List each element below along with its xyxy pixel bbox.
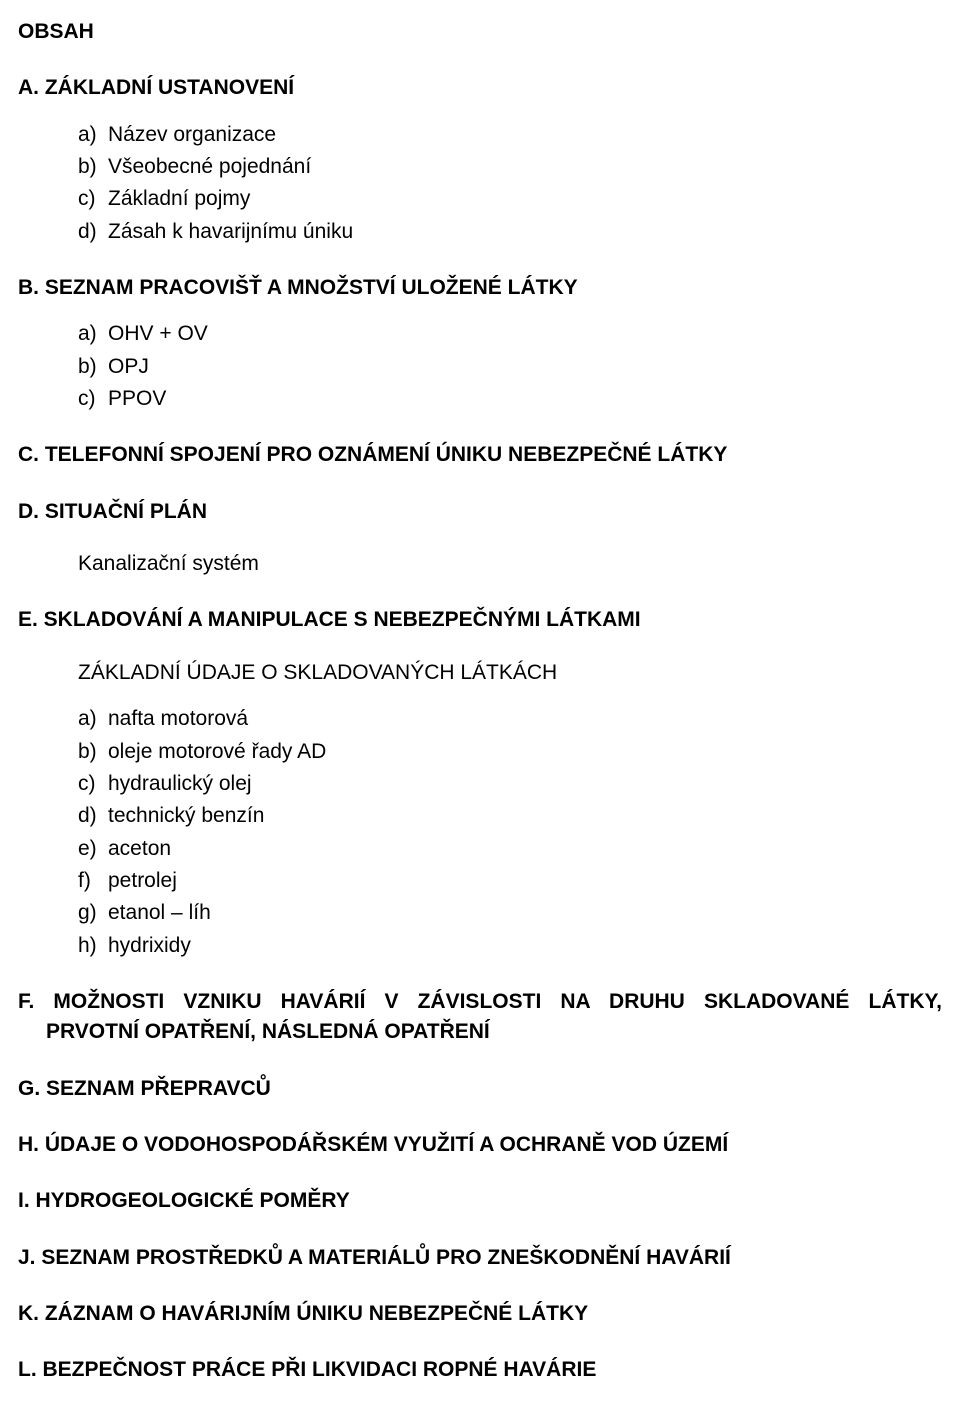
section-e-heading: E. SKLADOVÁNÍ A MANIPULACE S NEBEZPEČNÝM… <box>18 606 942 634</box>
section-e-list: a)nafta motorová b)oleje motorové řady A… <box>78 705 942 960</box>
item-text: PPOV <box>108 387 166 410</box>
item-text: etanol – líh <box>108 901 211 924</box>
marker: g) <box>78 899 108 927</box>
section-d-sub: Kanalizační systém <box>78 550 942 578</box>
page-title: OBSAH <box>18 18 942 46</box>
marker: e) <box>78 835 108 863</box>
section-l-heading: L. BEZPEČNOST PRÁCE PŘI LIKVIDACI ROPNÉ … <box>18 1356 942 1384</box>
section-f-line2: PRVOTNÍ OPATŘENÍ, NÁSLEDNÁ OPATŘENÍ <box>46 1018 942 1046</box>
marker: b) <box>78 738 108 766</box>
item-text: Základní pojmy <box>108 187 250 210</box>
marker: h) <box>78 932 108 960</box>
marker: a) <box>78 121 108 149</box>
section-a-heading: A. ZÁKLADNÍ USTANOVENÍ <box>18 74 942 102</box>
section-j-heading: J. SEZNAM PROSTŘEDKŮ A MATERIÁLŮ PRO ZNE… <box>18 1244 942 1272</box>
list-item: h)hydrixidy <box>78 932 942 960</box>
section-d-heading: D. SITUAČNÍ PLÁN <box>18 498 942 526</box>
item-text: OHV + OV <box>108 322 208 345</box>
item-text: hydrixidy <box>108 934 191 957</box>
item-text: oleje motorové řady AD <box>108 740 326 763</box>
marker: b) <box>78 153 108 181</box>
item-text: hydraulický olej <box>108 772 252 795</box>
section-g-heading: G. SEZNAM PŘEPRAVCŮ <box>18 1075 942 1103</box>
list-item: d)Zásah k havarijnímu úniku <box>78 218 942 246</box>
list-item: a)nafta motorová <box>78 705 942 733</box>
section-b-list: a)OHV + OV b)OPJ c)PPOV <box>78 320 942 413</box>
item-text: aceton <box>108 837 171 860</box>
list-item: a)Název organizace <box>78 121 942 149</box>
item-text: Název organizace <box>108 123 276 146</box>
list-item: e)aceton <box>78 835 942 863</box>
section-a-list: a)Název organizace b)Všeobecné pojednání… <box>78 121 942 246</box>
marker: b) <box>78 353 108 381</box>
list-item: b)oleje motorové řady AD <box>78 738 942 766</box>
section-c-heading: C. TELEFONNÍ SPOJENÍ PRO OZNÁMENÍ ÚNIKU … <box>18 441 942 469</box>
marker: c) <box>78 770 108 798</box>
marker: a) <box>78 320 108 348</box>
marker: f) <box>78 867 108 895</box>
item-text: Zásah k havarijnímu úniku <box>108 220 353 243</box>
marker: a) <box>78 705 108 733</box>
list-item: b)OPJ <box>78 353 942 381</box>
item-text: Všeobecné pojednání <box>108 155 311 178</box>
item-text: OPJ <box>108 355 149 378</box>
marker: c) <box>78 385 108 413</box>
list-item: g)etanol – líh <box>78 899 942 927</box>
section-h-heading: H. ÚDAJE O VODOHOSPODÁŘSKÉM VYUŽITÍ A OC… <box>18 1131 942 1159</box>
section-i-heading: I. HYDROGEOLOGICKÉ POMĚRY <box>18 1187 942 1215</box>
section-e-sub: ZÁKLADNÍ ÚDAJE O SKLADOVANÝCH LÁTKÁCH <box>78 659 942 687</box>
marker: d) <box>78 218 108 246</box>
item-text: petrolej <box>108 869 177 892</box>
item-text: technický benzín <box>108 804 264 827</box>
list-item: b)Všeobecné pojednání <box>78 153 942 181</box>
section-f-line1: F. MOŽNOSTI VZNIKU HAVÁRIÍ V ZÁVISLOSTI … <box>18 988 942 1016</box>
item-text: nafta motorová <box>108 707 248 730</box>
list-item: a)OHV + OV <box>78 320 942 348</box>
list-item: f)petrolej <box>78 867 942 895</box>
marker: d) <box>78 802 108 830</box>
list-item: c)PPOV <box>78 385 942 413</box>
section-b-heading: B. SEZNAM PRACOVIŠŤ A MNOŽSTVÍ ULOŽENÉ L… <box>18 274 942 302</box>
marker: c) <box>78 185 108 213</box>
list-item: c)Základní pojmy <box>78 185 942 213</box>
section-k-heading: K. ZÁZNAM O HAVÁRIJNÍM ÚNIKU NEBEZPEČNÉ … <box>18 1300 942 1328</box>
list-item: c)hydraulický olej <box>78 770 942 798</box>
list-item: d)technický benzín <box>78 802 942 830</box>
